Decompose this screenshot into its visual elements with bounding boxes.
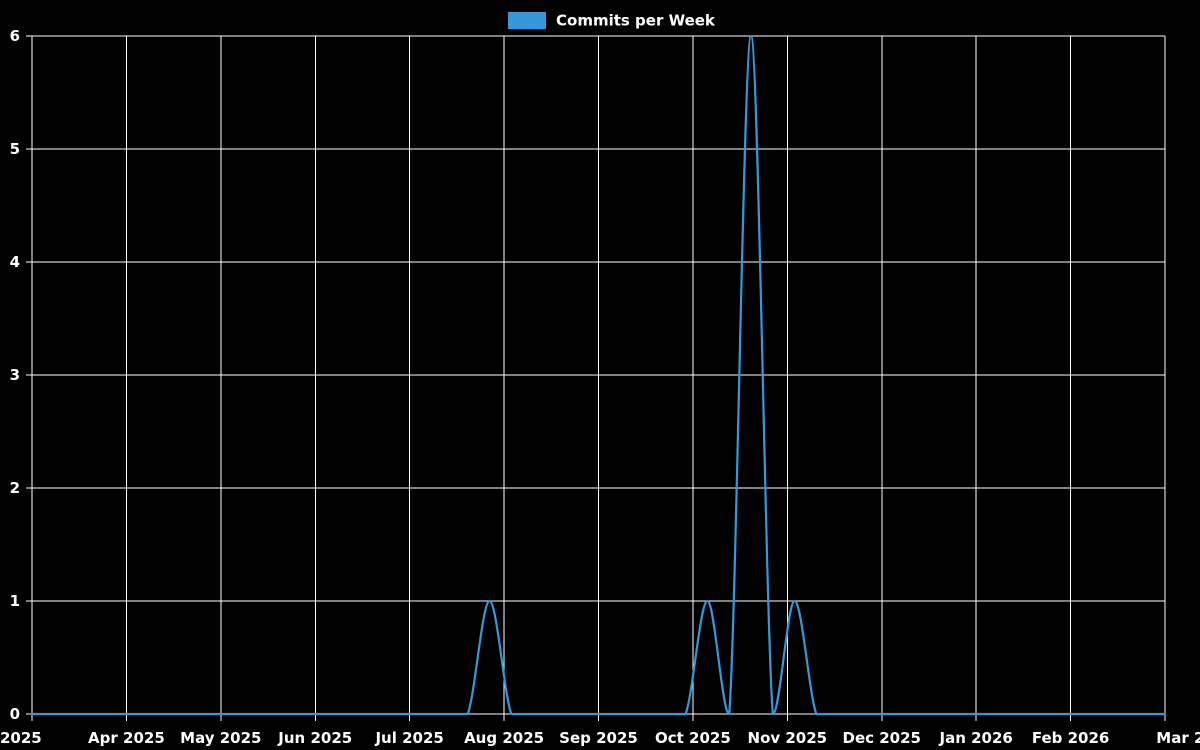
y-tick-label: 6 bbox=[10, 27, 20, 45]
y-axis-tick-labels: 0 1 2 3 4 5 6 bbox=[10, 27, 20, 723]
series-line-commits-per-week bbox=[30, 34, 1167, 716]
y-tick-label: 5 bbox=[10, 140, 20, 158]
x-gridlines bbox=[31, 36, 1166, 721]
x-tick-label: Jan 2026 bbox=[938, 729, 1012, 747]
x-tick-label: Mar 2025 bbox=[0, 729, 42, 747]
x-axis-tick-labels: Mar 2025 Apr 2025 May 2025 Jun 2025 Jul 2025… bbox=[0, 729, 1200, 747]
x-tick-label: May 2025 bbox=[180, 729, 261, 747]
legend-label-commits-per-week: Commits per Week bbox=[556, 12, 716, 30]
x-tick-label: Nov 2025 bbox=[748, 729, 828, 747]
x-tick-label: Oct 2025 bbox=[655, 729, 731, 747]
series-group bbox=[30, 34, 1167, 716]
y-tick-label: 2 bbox=[10, 479, 20, 497]
y-tick-label: 1 bbox=[10, 592, 20, 610]
x-tick-label: Mar 2026 bbox=[1156, 729, 1200, 747]
chart-legend: Commits per Week bbox=[508, 12, 716, 30]
legend-swatch-commits-per-week bbox=[508, 12, 546, 29]
y-tick-label: 3 bbox=[10, 366, 20, 384]
x-tick-label: Jul 2025 bbox=[374, 729, 443, 747]
x-tick-label: Sep 2025 bbox=[559, 729, 638, 747]
x-tick-label: Dec 2025 bbox=[843, 729, 922, 747]
y-tick-label: 4 bbox=[10, 253, 20, 271]
y-tick-label: 0 bbox=[10, 705, 20, 723]
x-tick-label: Jun 2025 bbox=[277, 729, 352, 747]
x-tick-label: Apr 2025 bbox=[88, 729, 165, 747]
x-tick-label: Feb 2026 bbox=[1032, 729, 1110, 747]
x-tick-label: Aug 2025 bbox=[464, 729, 544, 747]
